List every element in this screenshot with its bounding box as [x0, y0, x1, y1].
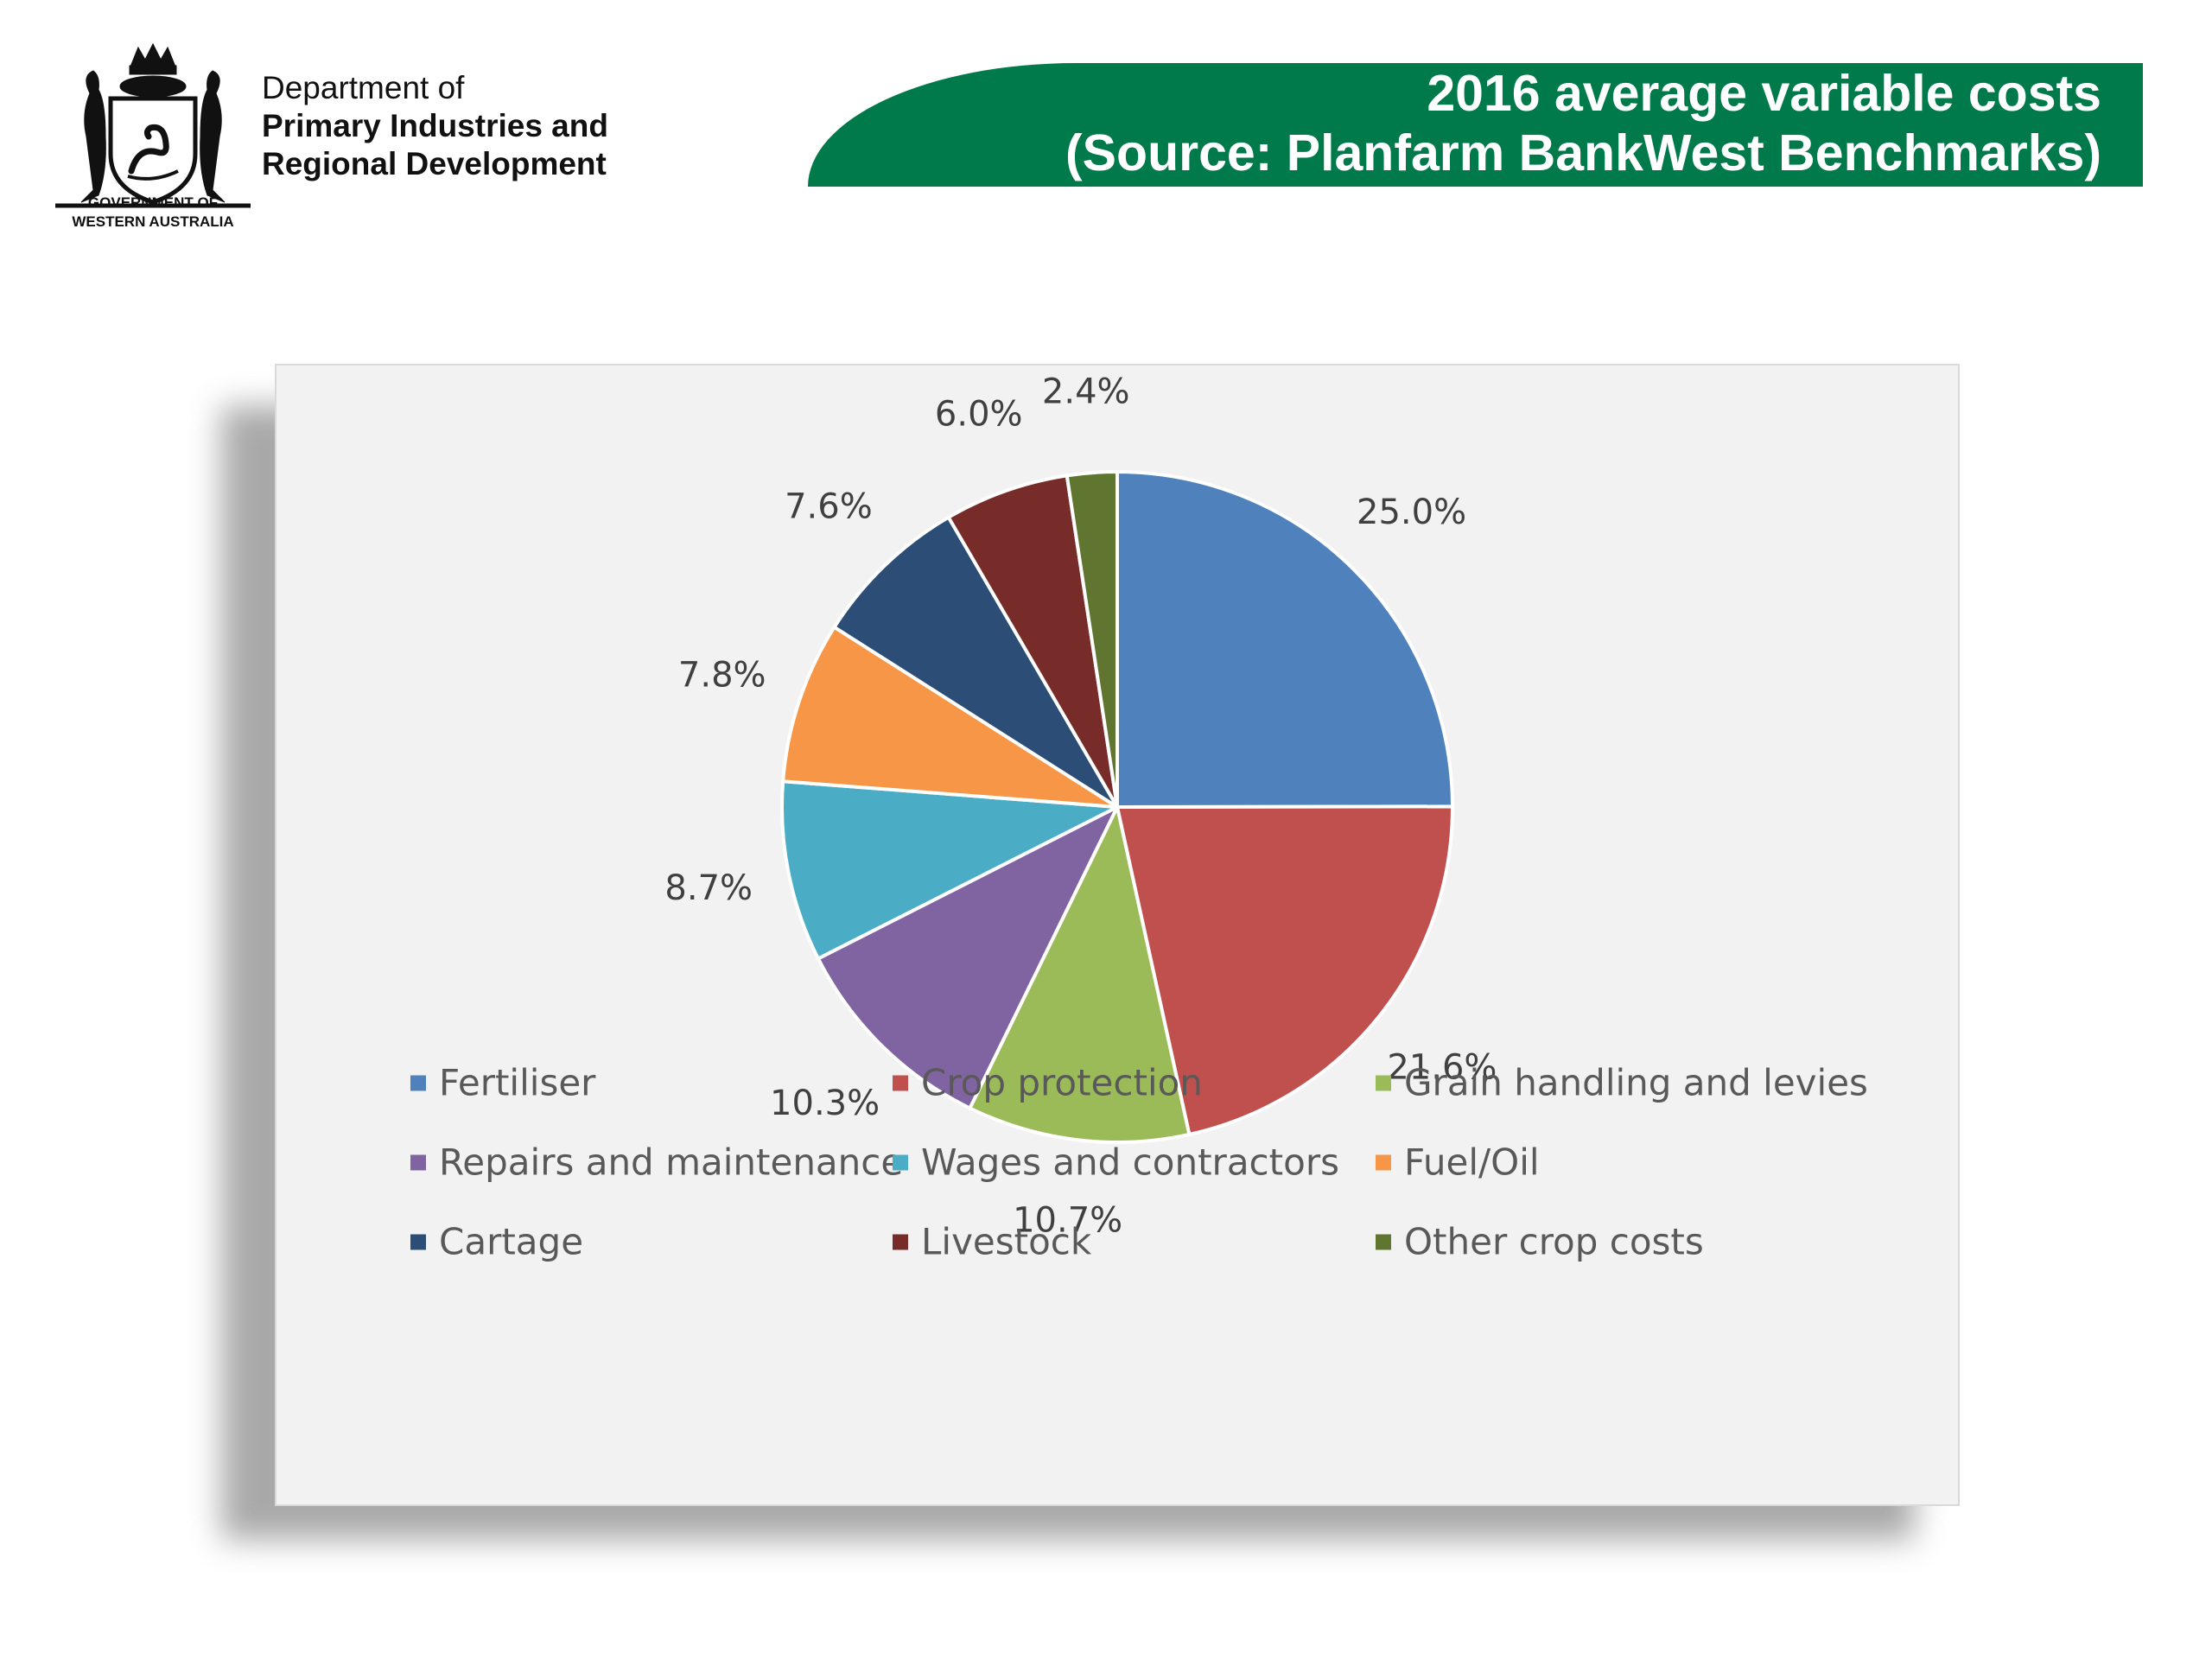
legend-label: Grain handling and levies — [1404, 1061, 1868, 1104]
legend-label: Fertiliser — [439, 1061, 596, 1104]
data-label-fuel-oil: 7.8% — [678, 656, 766, 696]
legend-item-crop-protection: Crop protection — [893, 1062, 1203, 1104]
legend-item-grain-handling-and-levies: Grain handling and levies — [1376, 1062, 1868, 1104]
legend-swatch — [410, 1234, 426, 1249]
legend-label: Livestock — [921, 1220, 1092, 1263]
legend-item-other-crop-costs: Other crop costs — [1376, 1221, 1704, 1263]
legend-item-fuel-oil: Fuel/Oil — [1376, 1141, 1540, 1184]
legend-label: Wages and contractors — [921, 1141, 1339, 1184]
legend-item-repairs-and-maintenance: Repairs and maintenance — [410, 1141, 903, 1184]
pie-slice-repairs-and-maintenance — [816, 805, 1119, 1110]
department-line-2: Primary Industries and — [262, 108, 608, 143]
legend-swatch — [1376, 1075, 1391, 1090]
pie-slice-fertiliser — [1116, 470, 1454, 809]
pie-slice-fuel-oil — [781, 625, 1119, 809]
legend-label: Cartage — [439, 1220, 584, 1263]
department-line-3: Regional Development — [262, 146, 607, 181]
wa-coat-of-arms-icon — [55, 42, 251, 208]
title-banner: 2016 average variable costs (Source: Pla… — [808, 63, 2143, 187]
data-label-crop-protection: 21.6% — [1387, 1048, 1497, 1088]
pie-slice-livestock — [946, 474, 1119, 809]
chart-panel: 25.0% 21.6% 10.7% 10.3% 8.7% 7.8% 7.6% 6.0% 2.4%… — [275, 364, 1960, 1506]
legend-swatch — [893, 1075, 908, 1090]
legend-swatch — [410, 1075, 426, 1090]
data-label-grain-handling-and-levies: 10.7% — [1013, 1201, 1122, 1241]
department-name: Department of Primary Industries and Reg… — [262, 69, 608, 183]
pie-slice-cartage — [832, 515, 1119, 809]
legend-swatch — [1376, 1234, 1391, 1249]
data-label-wages-and-contractors: 8.7% — [664, 868, 753, 908]
pie-slice-grain-handling-and-levies — [968, 805, 1192, 1144]
data-label-livestock: 6.0% — [935, 394, 1023, 434]
legend-item-wages-and-contractors: Wages and contractors — [893, 1141, 1339, 1184]
legend-label: Repairs and maintenance — [439, 1141, 904, 1184]
legend-label: Crop protection — [921, 1061, 1203, 1104]
legend-swatch — [1376, 1154, 1391, 1170]
legend-swatch — [410, 1154, 426, 1170]
legend-label: Fuel/Oil — [1404, 1141, 1540, 1184]
pie-slice-crop-protection — [1116, 804, 1455, 1136]
department-line-1: Department of — [262, 70, 465, 105]
dpird-logo: GOVERNMENT OF WESTERN AUSTRALIA Departme… — [52, 41, 657, 249]
data-label-other-crop-costs: 2.4% — [1042, 372, 1130, 411]
legend-item-cartage: Cartage — [410, 1221, 583, 1263]
pie-slice-other-crop-costs — [1065, 470, 1119, 809]
data-label-cartage: 7.6% — [785, 487, 873, 527]
data-label-repairs-and-maintenance: 10.3% — [770, 1084, 880, 1123]
legend-item-livestock: Livestock — [893, 1221, 1091, 1263]
pie-slice-wages-and-contractors — [780, 779, 1119, 961]
pie-chart: 25.0% 21.6% 10.7% 10.3% 8.7% 7.8% 7.6% 6.0% 2.4% — [664, 372, 1497, 1241]
page-title: 2016 average variable costs — [1427, 65, 2101, 122]
data-label-fertiliser: 25.0% — [1357, 493, 1466, 532]
legend-item-fertiliser: Fertiliser — [410, 1062, 595, 1104]
page-subtitle-source: (Source: Planfarm BankWest Benchmarks) — [1065, 124, 2101, 181]
legend-swatch — [893, 1234, 908, 1249]
government-label: GOVERNMENT OF WESTERN AUSTRALIA — [72, 194, 234, 230]
chart-legend: Fertiliser Crop protection Grain handling … — [276, 365, 1958, 1504]
legend-swatch — [893, 1154, 908, 1170]
legend-label: Other crop costs — [1404, 1220, 1704, 1263]
